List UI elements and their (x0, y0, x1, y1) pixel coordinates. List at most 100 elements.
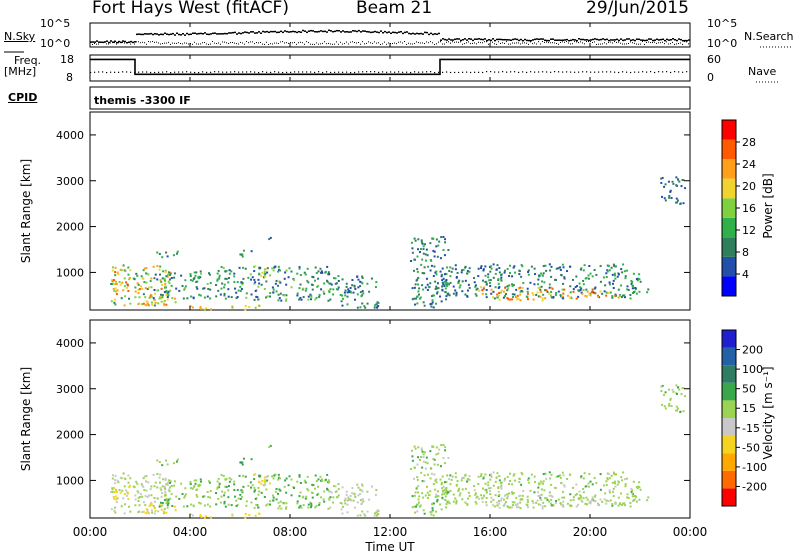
power-cell (597, 295, 600, 298)
nave-point (226, 71, 228, 73)
velocity-cell (238, 474, 241, 477)
power-cell (536, 291, 539, 294)
power-cell (669, 189, 672, 192)
nave-point (370, 71, 372, 73)
nsearch-point (688, 43, 689, 45)
nsky-point (322, 30, 324, 33)
nsky-point (114, 40, 116, 43)
power-cell (119, 268, 122, 271)
power-cell (231, 305, 234, 308)
velocity-cell (169, 497, 172, 500)
nsearch-point (270, 43, 271, 45)
velocity-cell (498, 506, 501, 509)
power-cell (623, 294, 626, 297)
velocity-cell (191, 487, 194, 490)
nsearch-point (524, 42, 525, 44)
velocity-cell (242, 474, 245, 477)
velocity-cell (638, 486, 641, 489)
velocity-cell (117, 481, 120, 484)
power-cell (512, 295, 515, 298)
nave-point (174, 71, 176, 73)
velocity-cell (298, 506, 301, 509)
velocity-cell (432, 514, 435, 517)
velocity-cell (277, 507, 280, 510)
power-cell (315, 296, 318, 299)
velocity-cell (444, 495, 447, 498)
velocity-cell (181, 493, 184, 496)
nave-point (538, 71, 540, 73)
nsearch-point (232, 41, 233, 43)
nsky-point (118, 40, 120, 43)
velocity-cell (593, 477, 596, 480)
velocity-cell (506, 497, 509, 500)
velocity-cell (521, 498, 524, 501)
power-cell (492, 276, 495, 279)
nave-point (342, 71, 344, 73)
velocity-cell (420, 447, 423, 450)
velocity-cell (519, 507, 522, 510)
nsearch-point (380, 43, 381, 45)
power-cell (163, 303, 166, 306)
nsky-point (260, 32, 262, 34)
power-cell (165, 294, 168, 297)
velocity-cell (679, 410, 682, 413)
nsearch-point (478, 41, 479, 43)
power-cell (496, 293, 499, 296)
power-cell (228, 269, 231, 272)
power-cell (151, 303, 154, 306)
velocity-cell (498, 494, 501, 497)
velocity-cell (544, 497, 547, 500)
power-cell (549, 294, 552, 297)
nsearch-point (426, 41, 427, 43)
power-cell (416, 302, 419, 305)
power-cell (315, 272, 318, 275)
power-cell (127, 284, 130, 287)
power-cell (318, 293, 321, 296)
velocity-cell (433, 458, 436, 461)
velocity-cell (260, 491, 263, 494)
power-cell (327, 271, 330, 274)
velocity-cell (156, 486, 159, 489)
power-cell (541, 274, 544, 277)
power-cell (521, 265, 524, 268)
velocity-cell (441, 493, 444, 496)
velocity-cell (426, 462, 429, 465)
velocity-cell (250, 458, 253, 461)
velocity-cell (332, 501, 335, 504)
velocity-cell (421, 450, 424, 453)
power-cell (253, 298, 256, 301)
nsky-point (450, 39, 452, 41)
power-cell (356, 293, 359, 296)
power-cell (223, 294, 226, 297)
nsky-point (432, 33, 434, 36)
nsearch-point (154, 41, 155, 43)
power-cell (152, 297, 155, 300)
velocity-cell (485, 491, 488, 494)
power-cell (142, 277, 145, 280)
velocity-cell (518, 495, 521, 498)
velocity-cell (675, 405, 678, 408)
nsky-point (162, 33, 164, 36)
nsky-point (424, 31, 426, 34)
velocity-cell (492, 498, 495, 501)
power-cell (239, 253, 242, 256)
nsearch-point (212, 41, 213, 43)
power-cell (538, 286, 541, 289)
power-cell (154, 299, 157, 302)
power-cell (442, 248, 445, 251)
nsearch-point (136, 41, 137, 43)
velocity-cell (437, 452, 440, 455)
power-cell (578, 282, 581, 285)
nave-point (450, 71, 452, 74)
power-cell (488, 279, 491, 282)
nsearch-point (640, 43, 641, 45)
power-cell (302, 296, 305, 299)
velocity-cell (247, 484, 250, 487)
power-cell (137, 303, 140, 306)
velocity-cell (310, 504, 313, 507)
nsky-point (502, 38, 504, 41)
power-cell (529, 281, 532, 284)
nsky-point (94, 41, 96, 43)
velocity-cell (669, 398, 672, 401)
velocity-cell (271, 475, 274, 478)
